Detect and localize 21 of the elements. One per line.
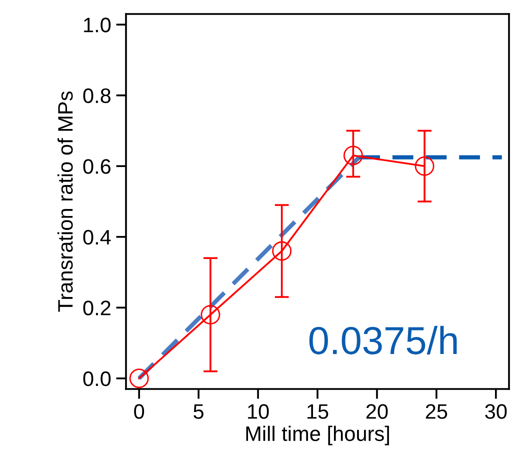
x-tick-label: 20 (366, 404, 388, 419)
x-tick-label: 10 (248, 404, 269, 419)
y-tick-label: 0.2 (83, 300, 110, 316)
x-axis-title: Mill time [hours] (246, 426, 389, 446)
point (200, 304, 220, 324)
point (129, 368, 149, 388)
x-tick-label: 5 (194, 404, 204, 419)
annotation: 0.0375/h (309, 326, 457, 354)
y-tick-label: 0.4 (83, 230, 111, 245)
x-tick-label: 15 (308, 404, 328, 419)
y-axis-title: Transration ratio of MPs (57, 91, 73, 312)
y-tick-label: 0.0 (83, 371, 111, 386)
x-tick-label: 0 (134, 404, 144, 419)
point (414, 156, 434, 176)
x-tick-label: 25 (426, 404, 448, 419)
y-tick-label: 0.6 (83, 159, 111, 174)
x-tick-label: 30 (485, 404, 507, 419)
point (272, 241, 292, 261)
point (343, 146, 363, 166)
y-tick-label: 1.0 (84, 18, 111, 32)
y-tick-label: 0.8 (83, 88, 111, 104)
